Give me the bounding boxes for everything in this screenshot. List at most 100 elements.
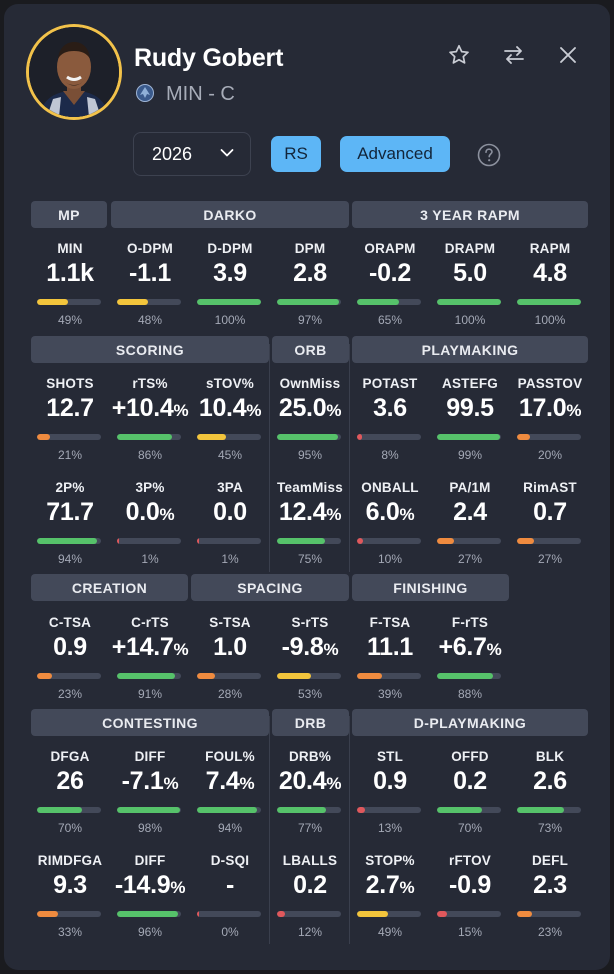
stat-unit: % xyxy=(163,774,179,793)
percentile-bar-fill xyxy=(437,911,447,917)
player-name: Rudy Gobert xyxy=(134,44,284,72)
percentile-text: 21% xyxy=(57,448,83,462)
percentile-bar-fill xyxy=(117,807,180,813)
percentile-bar-fill xyxy=(357,538,364,544)
percentile-bar-fill xyxy=(357,673,382,679)
stat-number: 2.4 xyxy=(453,498,487,526)
stat-number: 1.0 xyxy=(213,633,247,661)
stat-number: -0.9 xyxy=(449,871,491,899)
percentile-bar xyxy=(197,434,261,440)
percentile-bar-fill xyxy=(437,673,494,679)
stat-number: 20.4 xyxy=(278,767,327,795)
stat-number: 12.7 xyxy=(46,394,94,422)
stat-label: ASTEFG xyxy=(442,376,498,391)
stat-value: -14.9% xyxy=(100,871,200,900)
help-icon[interactable] xyxy=(477,143,501,167)
stat-label: PASSTOV xyxy=(517,376,583,391)
stat-number: -14.9 xyxy=(114,871,171,899)
percentile-bar-fill xyxy=(37,299,69,305)
advanced-toggle-button[interactable]: Advanced xyxy=(340,136,450,172)
percentile-bar-fill xyxy=(357,299,399,305)
stat-number: 2.3 xyxy=(533,871,567,899)
stat-value: 0.0% xyxy=(100,498,200,527)
percentile-bar xyxy=(277,911,341,917)
stat-value: 17.0% xyxy=(500,394,600,423)
rs-toggle-button[interactable]: RS xyxy=(271,136,321,172)
percentile-text: 96% xyxy=(137,925,163,939)
percentile-bar xyxy=(37,911,101,917)
stat-number: 1.1k xyxy=(46,259,94,287)
stat-number: -0.2 xyxy=(369,259,411,287)
player-card: Rudy Gobert MIN - C 2026 RS Advanced M xyxy=(4,4,610,970)
percentile-text: 73% xyxy=(537,821,563,835)
divider xyxy=(269,716,270,944)
percentile-bar xyxy=(277,673,341,679)
star-icon xyxy=(449,44,469,64)
percentile-bar xyxy=(117,911,181,917)
percentile-text: 100% xyxy=(214,313,246,327)
percentile-bar xyxy=(357,538,421,544)
stat-number: 6.0 xyxy=(365,498,400,526)
close-button[interactable] xyxy=(553,40,583,70)
percentile-bar-fill xyxy=(37,538,98,544)
percentile-text: 45% xyxy=(217,448,243,462)
stat-value: 0.9 xyxy=(20,633,120,662)
stat-number: 0.2 xyxy=(453,767,487,795)
percentile-bar-fill xyxy=(197,299,261,305)
stat-label: rTS% xyxy=(132,376,168,391)
stat-unit: % xyxy=(173,401,189,420)
stat-value: 12.7 xyxy=(20,394,120,423)
percentile-bar-fill xyxy=(437,538,455,544)
chevron-down-icon xyxy=(220,149,234,157)
season-select[interactable]: 2026 xyxy=(133,132,251,176)
stat-value: 0.9 xyxy=(340,767,440,796)
percentile-text: 20% xyxy=(537,448,563,462)
section-mp: MP xyxy=(31,201,107,228)
stat-label: 3P% xyxy=(135,480,165,495)
stat-number: 0.0 xyxy=(125,498,160,526)
favorite-button[interactable] xyxy=(444,40,474,70)
percentile-text: 1% xyxy=(221,552,239,566)
team-position: MIN - C xyxy=(166,83,235,105)
stat-unit: % xyxy=(399,878,415,897)
stat-number: 0.0 xyxy=(213,498,247,526)
percentile-bar-fill xyxy=(277,911,285,917)
stat-label: STOP% xyxy=(365,853,415,868)
stat-label: DIFF xyxy=(134,853,166,868)
percentile-text: 39% xyxy=(377,687,403,701)
stat-number: - xyxy=(225,871,235,899)
percentile-text: 12% xyxy=(297,925,323,939)
percentile-bar-fill xyxy=(277,538,325,544)
stat-number: +14.7 xyxy=(111,633,174,661)
percentile-bar-fill xyxy=(277,434,338,440)
stat-number: 12.4 xyxy=(278,498,327,526)
percentile-text: 0% xyxy=(221,925,239,939)
stat-label: RAPM xyxy=(529,241,571,256)
percentile-bar xyxy=(517,434,581,440)
percentile-text: 100% xyxy=(454,313,486,327)
stat-value: 2.4 xyxy=(420,498,520,527)
stat-unit: % xyxy=(323,640,339,659)
stat-value: 3.9 xyxy=(180,259,280,288)
percentile-bar xyxy=(437,911,501,917)
percentile-bar xyxy=(197,911,261,917)
percentile-text: 65% xyxy=(377,313,403,327)
stat-label: F-TSA xyxy=(369,615,411,630)
stat-number: 25.0 xyxy=(278,394,327,422)
percentile-bar xyxy=(277,538,341,544)
stat-number: -9.8 xyxy=(281,633,324,661)
percentile-bar xyxy=(357,911,421,917)
percentile-bar xyxy=(517,538,581,544)
stat-number: 3.9 xyxy=(213,259,247,287)
percentile-bar-fill xyxy=(277,673,311,679)
percentile-bar xyxy=(277,434,341,440)
percentile-bar xyxy=(197,673,261,679)
percentile-text: 28% xyxy=(217,687,243,701)
percentile-bar-fill xyxy=(517,807,564,813)
stat-value: -0.9 xyxy=(420,871,520,900)
percentile-bar xyxy=(37,807,101,813)
stat-number: 71.7 xyxy=(46,498,94,526)
compare-button[interactable] xyxy=(499,40,529,70)
stat-value: 25.0% xyxy=(260,394,360,423)
percentile-bar xyxy=(37,299,101,305)
